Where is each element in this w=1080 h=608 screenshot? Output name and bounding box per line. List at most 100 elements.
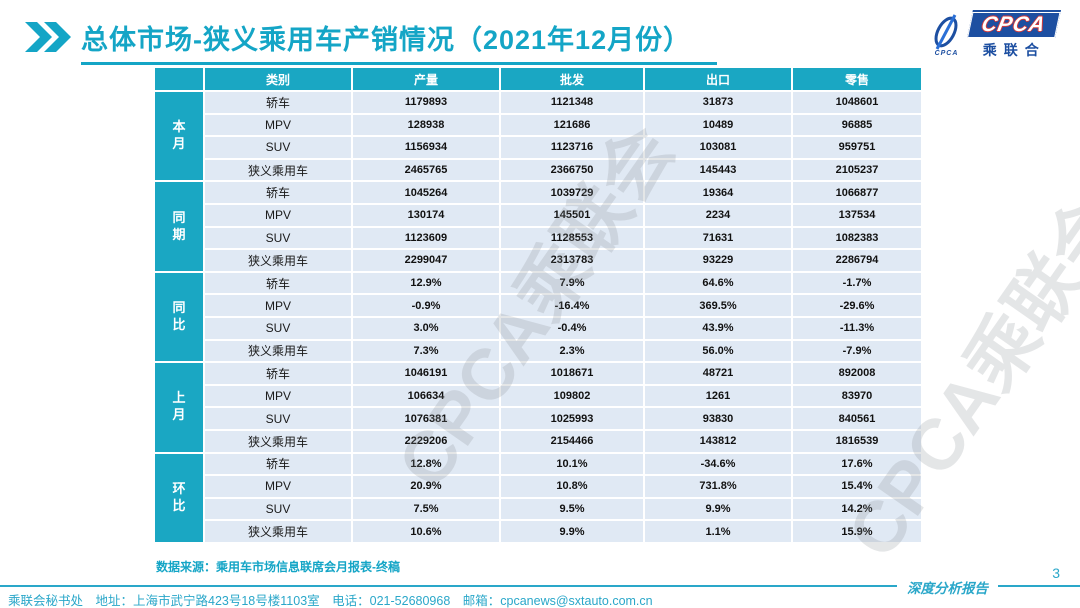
category-cell: SUV: [205, 227, 351, 249]
table-row: 同比 轿车 12.9% 7.9% 64.6% -1.7%: [155, 272, 921, 362]
value-cell: 1261: [645, 385, 791, 407]
table-row: SUV 1156934 1123716 103081 959751: [155, 137, 921, 158]
value-cell: 103081: [645, 137, 791, 158]
data-source-note: 数据来源：乘用车市场信息联席会月报表-终稿: [156, 560, 400, 574]
table-row: SUV 1076381 1025993 93830 840561: [155, 408, 921, 429]
value-cell: 2229206: [353, 430, 499, 452]
table-row: 狭义乘用车 2229206 2154466 143812 1816539: [155, 430, 921, 452]
cpca-badge: CPCA: [967, 10, 1061, 38]
value-cell: 10.8%: [501, 476, 643, 497]
value-cell: 14.2%: [793, 498, 921, 520]
table-row: SUV 1123609 1128553 71631 1082383: [155, 227, 921, 249]
value-cell: 9.5%: [501, 498, 643, 520]
value-cell: 1046191: [353, 363, 499, 384]
table-row: MPV 20.9% 10.8% 731.8% 15.4%: [155, 476, 921, 497]
value-cell: 48721: [645, 363, 791, 384]
value-cell: 1156934: [353, 137, 499, 158]
table-row: 狭义乘用车 2299047 2313783 93229 2286794: [155, 250, 921, 271]
report-type-label: 深度分析报告: [897, 577, 998, 597]
value-cell: 20.9%: [353, 476, 499, 497]
value-cell: 1816539: [793, 430, 921, 452]
value-cell: 3.0%: [353, 317, 499, 339]
table-row: 同期 轿车 1045264 1039729 19364 1066877: [155, 182, 921, 271]
value-cell: 1018671: [501, 363, 643, 384]
corner-cell: [155, 68, 203, 90]
row-group-same-period: 同期: [155, 182, 203, 271]
row-group-yoy: 同比: [155, 272, 203, 362]
table-row: MPV 128938 121686 10489 96885: [155, 114, 921, 136]
value-cell: 1179893: [353, 92, 499, 113]
value-cell: -29.6%: [793, 295, 921, 316]
value-cell: 137534: [793, 204, 921, 226]
cpca-brand-label: CPCA: [979, 13, 1049, 36]
category-cell: 狭义乘用车: [205, 159, 351, 181]
category-cell: 狭义乘用车: [205, 521, 351, 542]
category-cell: MPV: [205, 114, 351, 136]
cpca-logo: CPCA CPCA 乘联合: [928, 10, 1061, 60]
value-cell: 1123609: [353, 227, 499, 249]
col-header-wholesale: 批发: [501, 68, 643, 90]
value-cell: 17.6%: [793, 453, 921, 475]
category-cell: SUV: [205, 137, 351, 158]
value-cell: 731.8%: [645, 476, 791, 497]
value-cell: 1.1%: [645, 521, 791, 542]
value-cell: -0.4%: [501, 317, 643, 339]
value-cell: 1128553: [501, 227, 643, 249]
value-cell: 1082383: [793, 227, 921, 249]
value-cell: 892008: [793, 363, 921, 384]
value-cell: 43.9%: [645, 317, 791, 339]
production-sales-table: 类别 产量 批发 出口 零售 本月 轿车 1179893 1121348 318…: [153, 66, 923, 544]
value-cell: 1066877: [793, 182, 921, 203]
col-header-retail: 零售: [793, 68, 921, 90]
table-row: 狭义乘用车 7.3% 2.3% 56.0% -7.9%: [155, 340, 921, 362]
value-cell: 1025993: [501, 408, 643, 429]
value-cell: 959751: [793, 137, 921, 158]
table-row: SUV 3.0% -0.4% 43.9% -11.3%: [155, 317, 921, 339]
value-cell: 10.6%: [353, 521, 499, 542]
category-cell: MPV: [205, 204, 351, 226]
value-cell: 15.4%: [793, 476, 921, 497]
value-cell: 1048601: [793, 92, 921, 113]
value-cell: 2234: [645, 204, 791, 226]
table-row: 上月 轿车 1046191 1018671 48721 892008: [155, 363, 921, 452]
table-row: MPV -0.9% -16.4% 369.5% -29.6%: [155, 295, 921, 316]
row-group-mom: 环比: [155, 453, 203, 542]
value-cell: 145443: [645, 159, 791, 181]
value-cell: 106634: [353, 385, 499, 407]
category-cell: 狭义乘用车: [205, 430, 351, 452]
value-cell: -7.9%: [793, 340, 921, 362]
value-cell: 12.8%: [353, 453, 499, 475]
cpca-logo-text: CPCA 乘联合: [967, 10, 1061, 60]
table-header-row: 类别 产量 批发 出口 零售: [155, 68, 921, 90]
category-cell: 轿车: [205, 272, 351, 294]
value-cell: 840561: [793, 408, 921, 429]
table-row: 本月 轿车 1179893 1121348 31873 1048601: [155, 92, 921, 181]
value-cell: 71631: [645, 227, 791, 249]
value-cell: 2313783: [501, 250, 643, 271]
category-cell: MPV: [205, 385, 351, 407]
value-cell: 143812: [645, 430, 791, 452]
value-cell: 10.1%: [501, 453, 643, 475]
table-row: SUV 7.5% 9.5% 9.9% 14.2%: [155, 498, 921, 520]
page-number: 3: [1052, 565, 1060, 581]
row-group-current-month: 本月: [155, 92, 203, 181]
category-cell: 狭义乘用车: [205, 250, 351, 271]
value-cell: 1045264: [353, 182, 499, 203]
category-cell: MPV: [205, 295, 351, 316]
value-cell: 109802: [501, 385, 643, 407]
value-cell: 1076381: [353, 408, 499, 429]
category-cell: 轿车: [205, 363, 351, 384]
value-cell: 7.9%: [501, 272, 643, 294]
value-cell: 2105237: [793, 159, 921, 181]
value-cell: -16.4%: [501, 295, 643, 316]
value-cell: 83970: [793, 385, 921, 407]
col-header-export: 出口: [645, 68, 791, 90]
value-cell: 2286794: [793, 250, 921, 271]
row-group-last-month: 上月: [155, 363, 203, 452]
value-cell: 1121348: [501, 92, 643, 113]
table-row: 狭义乘用车 10.6% 9.9% 1.1% 15.9%: [155, 521, 921, 542]
value-cell: 2366750: [501, 159, 643, 181]
table-row: 环比 轿车 12.8% 10.1% -34.6% 17.6%: [155, 453, 921, 542]
value-cell: 145501: [501, 204, 643, 226]
